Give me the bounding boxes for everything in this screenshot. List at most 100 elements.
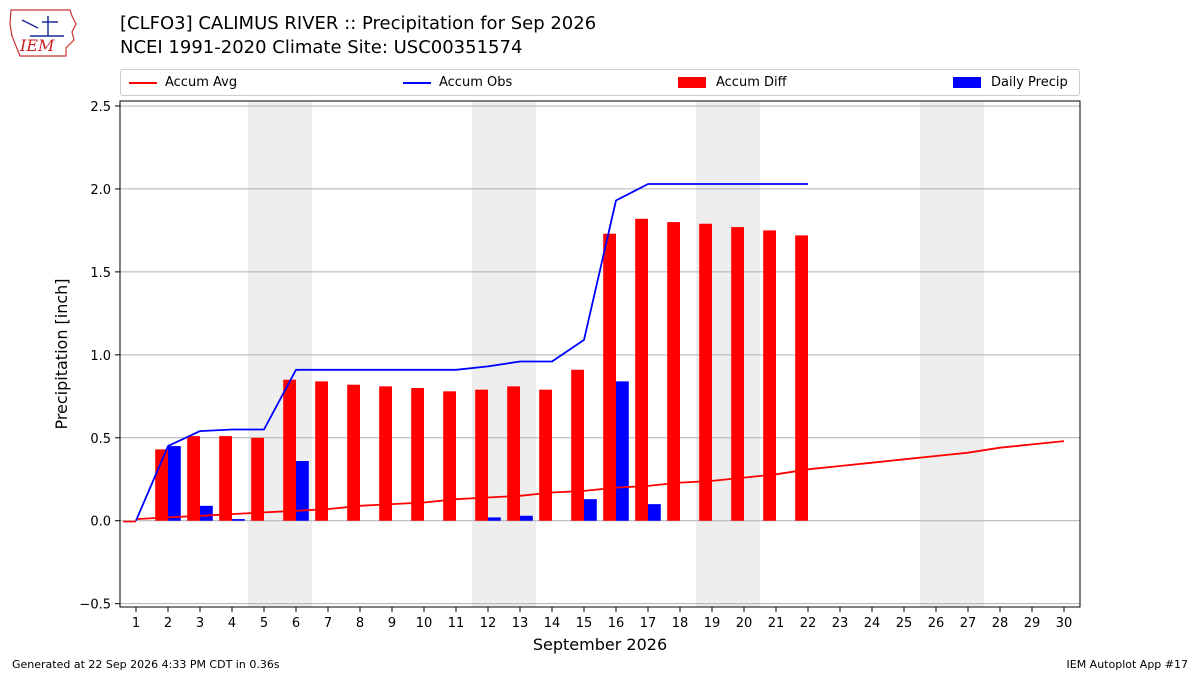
bar-daily-precip-15 [584,499,597,521]
legend-item-accum-diff: Accum Diff [678,70,787,95]
weekend-band-5 [248,101,280,607]
iowa-outline-icon [9,9,77,57]
bar-accum-diff-11 [443,391,456,521]
x-tick-label-21: 21 [768,616,785,631]
legend-item-accum-avg: Accum Avg [129,70,237,95]
bar-accum-diff-22 [795,235,808,521]
bar-daily-precip-3 [200,505,213,521]
x-tick-label-23: 23 [832,616,849,631]
bar-daily-precip-13 [520,515,533,521]
weather-station-icon [21,16,64,37]
y-axis-label: Precipitation [inch] [52,278,71,429]
plot-area [119,100,1081,608]
y-tick-label-2: 2.0 [90,183,111,198]
weekend-band-6 [280,101,312,607]
bar-daily-precip-6 [296,461,309,521]
x-tick-label-9: 9 [388,616,396,631]
y-tick-label-0.5: 0.5 [90,432,111,447]
x-axis: 1 2 3 4 5 6 7 8 9 10 11 12 13 14 15 16 17 18 19 20 21 22 23 24 2… [132,607,1072,631]
logo-text: IEM [19,36,55,55]
x-tick-label-8: 8 [356,616,364,631]
chart-subtitle: NCEI 1991-2020 Climate Site: USC00351574 [120,37,523,58]
bar-accum-diff-16 [603,233,616,521]
bar-accum-diff-4 [219,436,232,521]
legend: Accum Avg Accum Obs Accum Diff Daily Pre… [120,69,1080,96]
x-tick-label-18: 18 [672,616,689,631]
bar-accum-diff-21 [763,230,776,521]
bar-accum-diff-8 [347,384,360,521]
legend-swatch-accum-diff [678,77,706,88]
y-tick-label-2.5: 2.5 [90,100,111,115]
x-tick-label-10: 10 [416,616,433,631]
x-tick-label-16: 16 [608,616,625,631]
line-accum-obs [135,183,808,522]
y-tick-label-0: 0.0 [90,515,111,530]
weekend-band-27 [952,101,984,607]
bar-accum-diff-18 [667,222,680,521]
x-tick-label-15: 15 [576,616,593,631]
bar-accum-diff-6 [283,379,296,521]
x-tick-label-3: 3 [196,616,204,631]
x-tick-label-22: 22 [800,616,817,631]
x-tick-label-24: 24 [864,616,881,631]
x-tick-label-12: 12 [480,616,497,631]
x-tick-label-27: 27 [960,616,977,631]
bar-accum-diff-13 [507,386,520,521]
weekend-band-13 [504,101,536,607]
legend-swatch-accum-obs [403,81,431,84]
x-tick-label-28: 28 [992,616,1009,631]
x-tick-label-17: 17 [640,616,657,631]
y-tick-label-1: 1.0 [90,349,111,364]
bar-daily-precip-4 [232,519,245,521]
legend-swatch-daily-precip [953,77,981,88]
footer-generated: Generated at 22 Sep 2026 4:33 PM CDT in … [12,658,280,671]
x-tick-label-1: 1 [132,616,140,631]
bar-daily-precip-12 [488,517,501,521]
bar-daily-precip-17 [648,504,661,521]
x-tick-label-7: 7 [324,616,332,631]
bar-accum-diff-3 [187,436,200,521]
bars [123,218,808,523]
legend-label-accum-obs: Accum Obs [439,75,513,90]
legend-label-accum-avg: Accum Avg [165,75,238,90]
bar-accum-diff-1 [123,520,136,523]
bar-daily-precip-2 [168,446,181,521]
x-tick-label-20: 20 [736,616,753,631]
bar-accum-diff-12 [475,389,488,521]
x-tick-label-25: 25 [896,616,913,631]
y-tick-label-1.5: 1.5 [90,266,111,281]
x-tick-label-11: 11 [448,616,465,631]
bar-accum-diff-15 [571,369,584,521]
x-tick-label-26: 26 [928,616,945,631]
line-accum-avg [135,440,1065,520]
footer-app: IEM Autoplot App #17 [1066,658,1189,671]
y-tick-label--0.5: −0.5 [79,598,111,613]
bar-accum-diff-10 [411,388,424,521]
y-axis: −0.5 0.0 0.5 1.0 1.5 2.0 2.5 [79,100,120,613]
bar-accum-diff-20 [731,227,744,521]
x-tick-label-19: 19 [704,616,721,631]
x-tick-label-13: 13 [512,616,529,631]
weekend-band-26 [920,101,952,607]
legend-item-accum-obs: Accum Obs [403,70,512,95]
x-tick-label-5: 5 [260,616,268,631]
weekend-band-12 [472,101,504,607]
x-tick-label-6: 6 [292,616,300,631]
bar-daily-precip-16 [616,381,629,521]
grid-lines [120,105,1080,605]
x-axis-label: September 2026 [533,635,667,654]
bar-accum-diff-5 [251,437,264,521]
x-tick-label-14: 14 [544,616,561,631]
x-tick-label-2: 2 [164,616,172,631]
chart-title: [CLFO3] CALIMUS RIVER :: Precipitation f… [120,13,597,34]
legend-label-accum-diff: Accum Diff [716,75,787,90]
iem-logo: IEM [9,9,77,57]
legend-swatch-accum-avg [129,81,157,84]
x-tick-label-30: 30 [1056,616,1073,631]
bar-accum-diff-17 [635,218,648,521]
bar-accum-diff-19 [699,223,712,521]
legend-item-daily-precip: Daily Precip [953,70,1068,95]
bar-accum-diff-14 [539,389,552,521]
bar-accum-diff-9 [379,386,392,521]
